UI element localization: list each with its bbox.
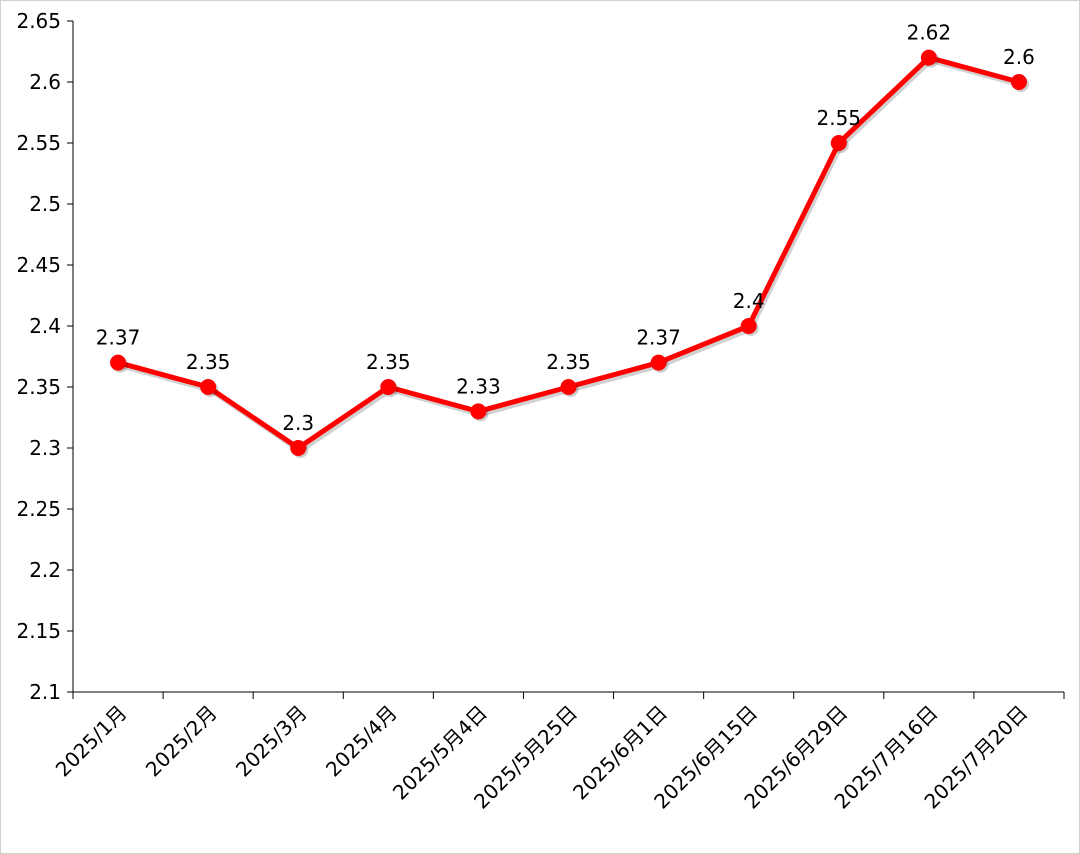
x-tick-label: 2025/3月 xyxy=(231,701,312,782)
x-tick-label: 2025/2月 xyxy=(141,701,222,782)
y-tick-label: 2.1 xyxy=(29,680,61,704)
y-tick-label: 2.45 xyxy=(16,253,61,277)
data-label: 2.37 xyxy=(636,326,681,350)
data-point xyxy=(470,403,487,420)
y-tick-label: 2.2 xyxy=(29,558,61,582)
y-tick-label: 2.65 xyxy=(16,9,61,33)
y-tick-label: 2.6 xyxy=(29,70,61,94)
data-point xyxy=(110,354,127,371)
x-tick-label: 2025/4月 xyxy=(321,701,402,782)
y-tick-label: 2.3 xyxy=(29,436,61,460)
y-tick-label: 2.55 xyxy=(16,131,61,155)
data-point xyxy=(830,135,847,151)
data-label: 2.6 xyxy=(1003,45,1035,69)
data-label: 2.35 xyxy=(366,350,411,374)
data-label: 2.35 xyxy=(186,350,231,374)
data-point xyxy=(920,49,937,66)
data-label: 2.62 xyxy=(907,21,952,45)
data-point xyxy=(560,379,577,395)
data-label: 2.37 xyxy=(96,326,141,350)
data-label: 2.35 xyxy=(546,350,591,374)
y-tick-label: 2.5 xyxy=(29,192,61,216)
data-label: 2.3 xyxy=(282,411,314,435)
data-point xyxy=(740,318,757,334)
data-point xyxy=(290,440,307,456)
data-point xyxy=(650,354,667,371)
y-tick-label: 2.35 xyxy=(16,375,61,399)
data-point xyxy=(200,379,217,395)
data-label: 2.33 xyxy=(456,374,501,398)
y-tick-label: 2.15 xyxy=(16,619,61,643)
x-tick-label: 2025/1月 xyxy=(51,701,132,782)
data-label: 2.55 xyxy=(817,106,862,130)
y-tick-label: 2.4 xyxy=(29,314,61,338)
data-point xyxy=(1010,74,1027,90)
y-tick-label: 2.25 xyxy=(16,497,61,521)
data-point xyxy=(380,379,397,395)
data-label: 2.4 xyxy=(733,289,765,313)
